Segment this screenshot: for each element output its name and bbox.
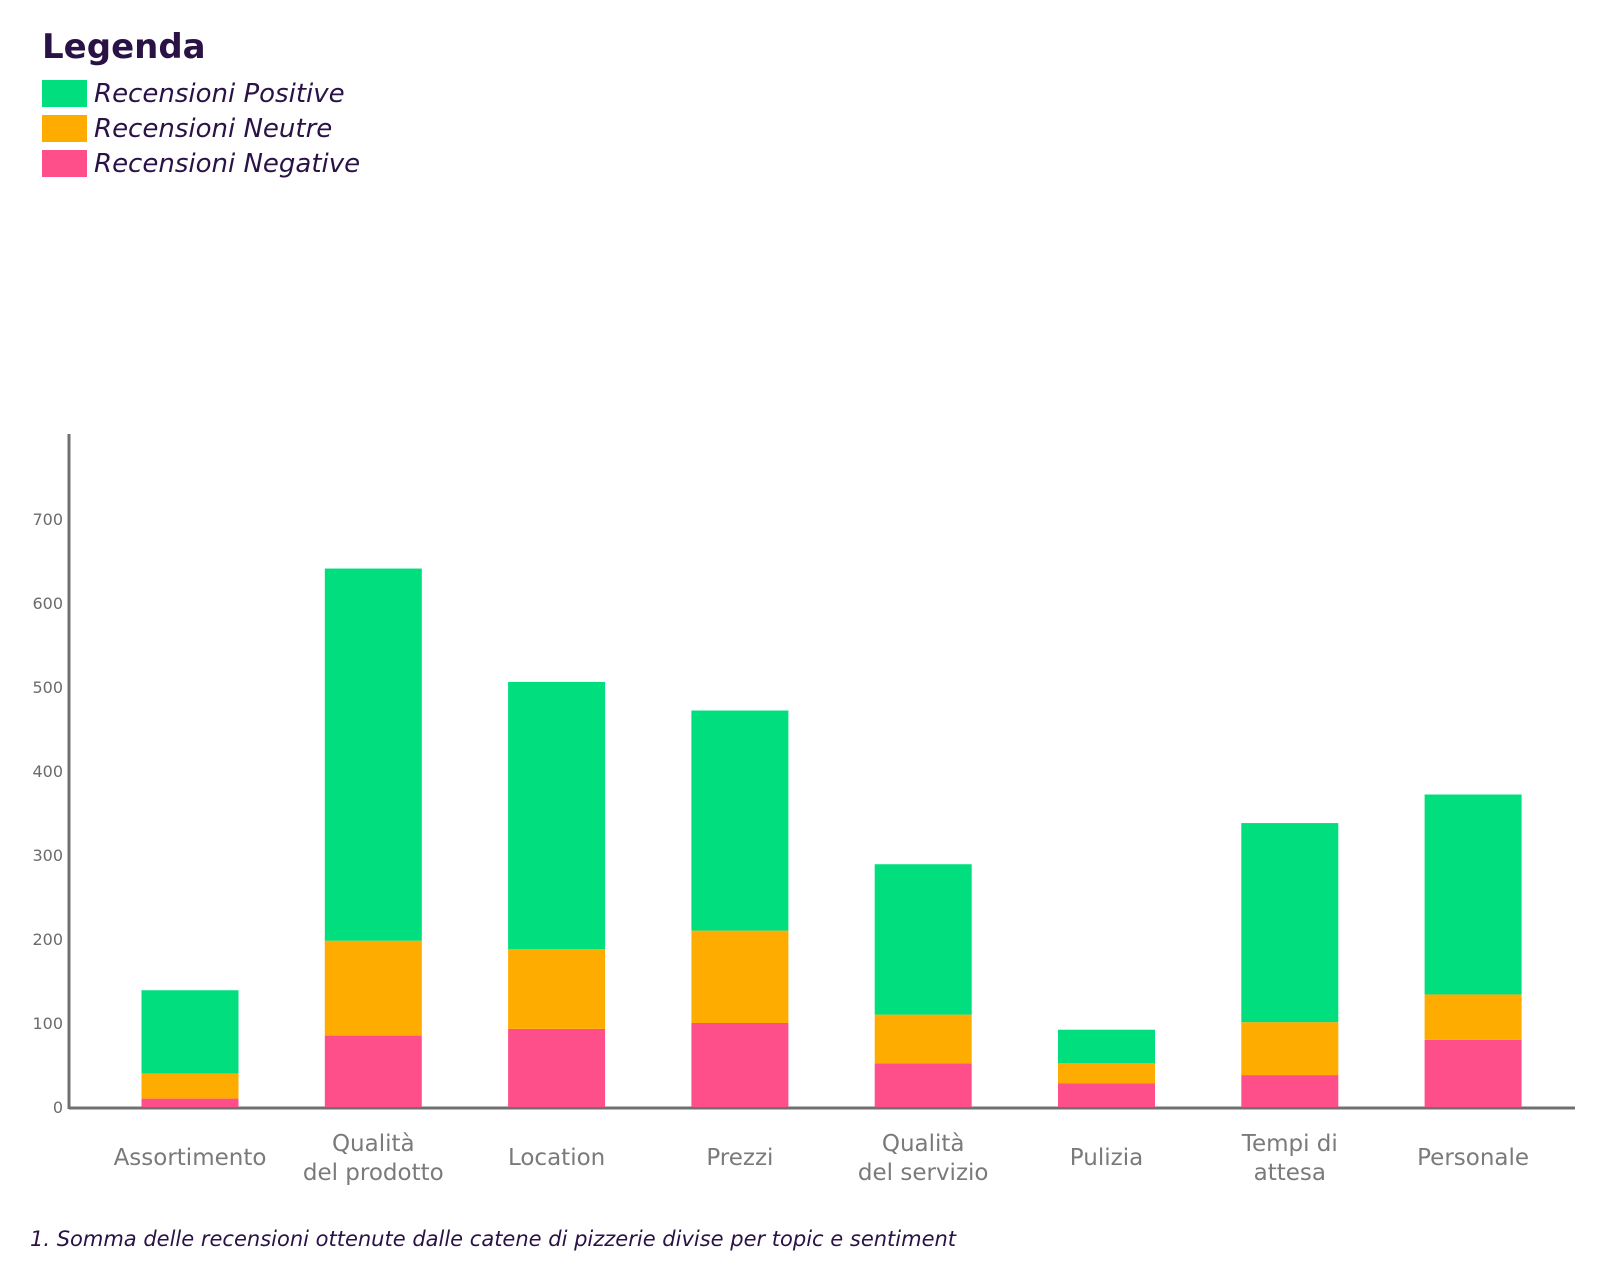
bar-pulizia-recensioni-positive (1058, 1029, 1155, 1064)
bar-qualita-del-servizio-recensioni-positive (874, 864, 972, 1015)
x-tick-label-personale: Personale (1417, 1145, 1529, 1171)
legend-label-recensioni-negative: Recensioni Negative (94, 149, 360, 179)
bar-prezzi-recensioni-neutre (691, 930, 789, 1023)
bar-assortimento-recensioni-positive (141, 990, 239, 1074)
bar-qualita-del-prodotto-recensioni-positive (324, 568, 422, 941)
legend-swatch-recensioni-positive (42, 80, 87, 107)
bar-personale-recensioni-positive (1424, 794, 1522, 995)
y-tick-label-100: 100 (32, 1014, 63, 1033)
y-tick-label-300: 300 (32, 846, 63, 865)
bar-qualita-del-prodotto-recensioni-neutre (324, 940, 422, 1036)
bar-location-recensioni-neutre (508, 949, 606, 1029)
bar-qualita-del-servizio-recensioni-neutre (874, 1014, 972, 1064)
x-tick-label-prezzi: Prezzi (706, 1145, 773, 1171)
bar-location-recensioni-negative (508, 1028, 606, 1107)
y-tick-label-500: 500 (32, 678, 63, 697)
bar-personale-recensioni-negative (1424, 1039, 1522, 1107)
bar-assortimento-recensioni-negative (141, 1098, 239, 1107)
bar-assortimento-recensioni-neutre (141, 1073, 239, 1099)
legend-label-recensioni-neutre: Recensioni Neutre (94, 114, 332, 144)
bar-tempi-di-attesa-recensioni-neutre (1241, 1022, 1339, 1076)
y-tick-label-200: 200 (32, 930, 63, 949)
x-tick-label-tempi-di-attesa: Tempi di attesa (1241, 1131, 1338, 1186)
bar-pulizia-recensioni-neutre (1058, 1063, 1155, 1084)
x-tick-label-qualita-del-prodotto: Qualità del prodotto (303, 1131, 444, 1186)
legend-swatch-recensioni-neutre (42, 115, 87, 142)
bar-tempi-di-attesa-recensioni-negative (1241, 1075, 1339, 1107)
x-tick-label-qualita-del-servizio: Qualità del servizio (858, 1131, 989, 1186)
bars (141, 568, 1522, 1107)
legend-title: Legenda (42, 27, 206, 67)
bar-personale-recensioni-neutre (1424, 994, 1522, 1040)
bar-tempi-di-attesa-recensioni-positive (1241, 823, 1339, 1023)
x-tick-label-location: Location (508, 1145, 605, 1171)
bar-prezzi-recensioni-negative (691, 1023, 789, 1107)
bar-prezzi-recensioni-positive (691, 710, 789, 931)
bar-location-recensioni-positive (508, 681, 606, 950)
x-tick-label-pulizia: Pulizia (1070, 1145, 1143, 1171)
bar-qualita-del-prodotto-recensioni-negative (324, 1035, 422, 1107)
axes (67, 434, 1575, 1110)
y-tick-label-600: 600 (32, 594, 63, 613)
bar-qualita-del-servizio-recensioni-negative (874, 1063, 972, 1107)
y-tick-label-400: 400 (32, 762, 63, 781)
y-tick-label-700: 700 (32, 510, 63, 529)
bar-pulizia-recensioni-negative (1058, 1083, 1155, 1107)
legend-swatch-recensioni-negative (42, 150, 87, 177)
chart-caption: 1. Somma delle recensioni ottenute dalle… (30, 1227, 957, 1251)
legend-label-recensioni-positive: Recensioni Positive (94, 79, 345, 109)
legend: Legenda Recensioni Positive Recensioni Ne… (42, 27, 360, 179)
y-tick-labels: 0 100 200 300 400 500 600 700 (32, 510, 63, 1117)
x-tick-labels: Assortimento Qualità del prodotto Location P… (114, 1131, 1529, 1186)
y-tick-label-0: 0 (53, 1098, 63, 1117)
x-tick-label-assortimento: Assortimento (114, 1145, 267, 1171)
